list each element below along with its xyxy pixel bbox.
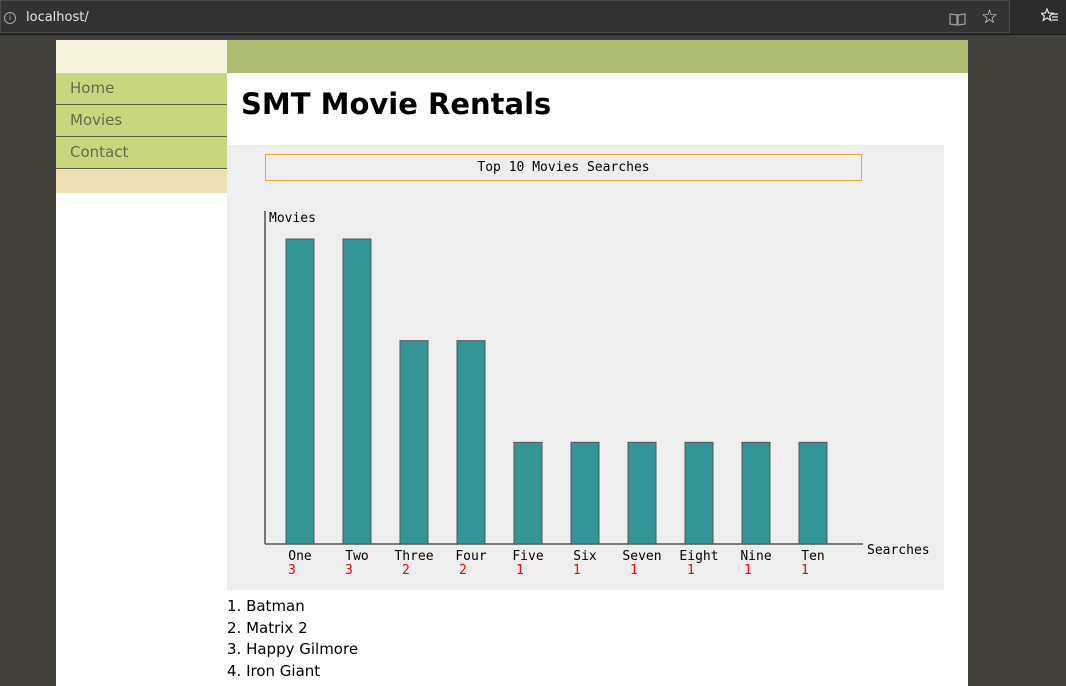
address-bar[interactable]: i localhost/ ☆	[0, 0, 1010, 33]
movie-list: 1. Batman 2. Matrix 2 3. Happy Gilmore 4…	[227, 596, 358, 682]
bar-ten	[798, 441, 828, 545]
y-axis-label: Movies	[269, 211, 316, 226]
bar-value-label: 2	[459, 563, 467, 578]
bar-value-label: 1	[801, 563, 809, 578]
bar-seven	[627, 441, 657, 545]
list-item: 4. Iron Giant	[227, 661, 321, 680]
sidebar-footer-band	[56, 169, 227, 193]
chart-title: Top 10 Movies Searches	[265, 154, 862, 181]
list-item: 3. Happy Gilmore	[227, 640, 359, 658]
favorite-star-icon[interactable]: ☆	[981, 6, 999, 28]
bar-two	[342, 238, 372, 545]
bar-value-label: 3	[345, 563, 353, 578]
x-tick-label: Nine	[740, 549, 771, 564]
bar-value-label: 1	[630, 563, 638, 578]
bar-value-label: 2	[402, 563, 410, 578]
page-title: SMT Movie Rentals	[241, 87, 552, 121]
list-item: 2. Matrix 2	[227, 618, 308, 637]
bar-three	[399, 340, 429, 545]
x-tick-label: Two	[345, 549, 368, 564]
header-left-band	[56, 40, 227, 73]
chart-canvas: One3Two3Three2Four2Five1Six1Seven1Eight1…	[264, 211, 863, 578]
bar-one	[285, 238, 315, 545]
bar-five	[513, 441, 543, 545]
bar-value-label: 1	[687, 563, 695, 578]
nav-item-movies[interactable]: Movies	[56, 105, 227, 137]
sidebar-nav: Home Movies Contact	[56, 73, 227, 193]
reading-view-icon[interactable]	[949, 11, 966, 30]
header-banner	[227, 40, 968, 73]
bar-eight	[684, 441, 714, 545]
bar-value-label: 1	[516, 563, 524, 578]
favorites-hub-icon[interactable]	[1039, 7, 1059, 27]
x-axis-label: Searches	[867, 543, 930, 558]
x-tick-label: Six	[573, 549, 597, 564]
bar-value-label: 1	[573, 563, 581, 578]
x-tick-label: Seven	[622, 549, 661, 564]
bar-value-label: 3	[288, 563, 296, 578]
page-container: Home Movies Contact SMT Movie Rentals On…	[56, 40, 968, 686]
x-tick-label: Ten	[801, 549, 824, 564]
list-item: 1. Batman	[227, 597, 305, 615]
info-icon[interactable]: i	[4, 12, 16, 24]
x-tick-label: Three	[394, 549, 433, 564]
bar-chart: One 3 Two 3 Three 2 Four 2 Five 1 Six 1 Seven 1 Eight 1…	[227, 145, 944, 590]
x-tick-label: One	[288, 549, 312, 564]
nav-item-home[interactable]: Home	[56, 73, 227, 105]
bar-six	[570, 441, 600, 545]
bar-value-label: 1	[744, 563, 752, 578]
nav-item-contact[interactable]: Contact	[56, 137, 227, 169]
bar-four	[456, 340, 486, 545]
url-text[interactable]: localhost/	[26, 10, 89, 25]
x-tick-label: Eight	[679, 549, 718, 564]
x-tick-label: Four	[455, 549, 486, 564]
browser-toolbar: i localhost/ ☆	[0, 0, 1066, 35]
bar-nine	[741, 441, 771, 545]
x-tick-label: Five	[512, 549, 543, 564]
